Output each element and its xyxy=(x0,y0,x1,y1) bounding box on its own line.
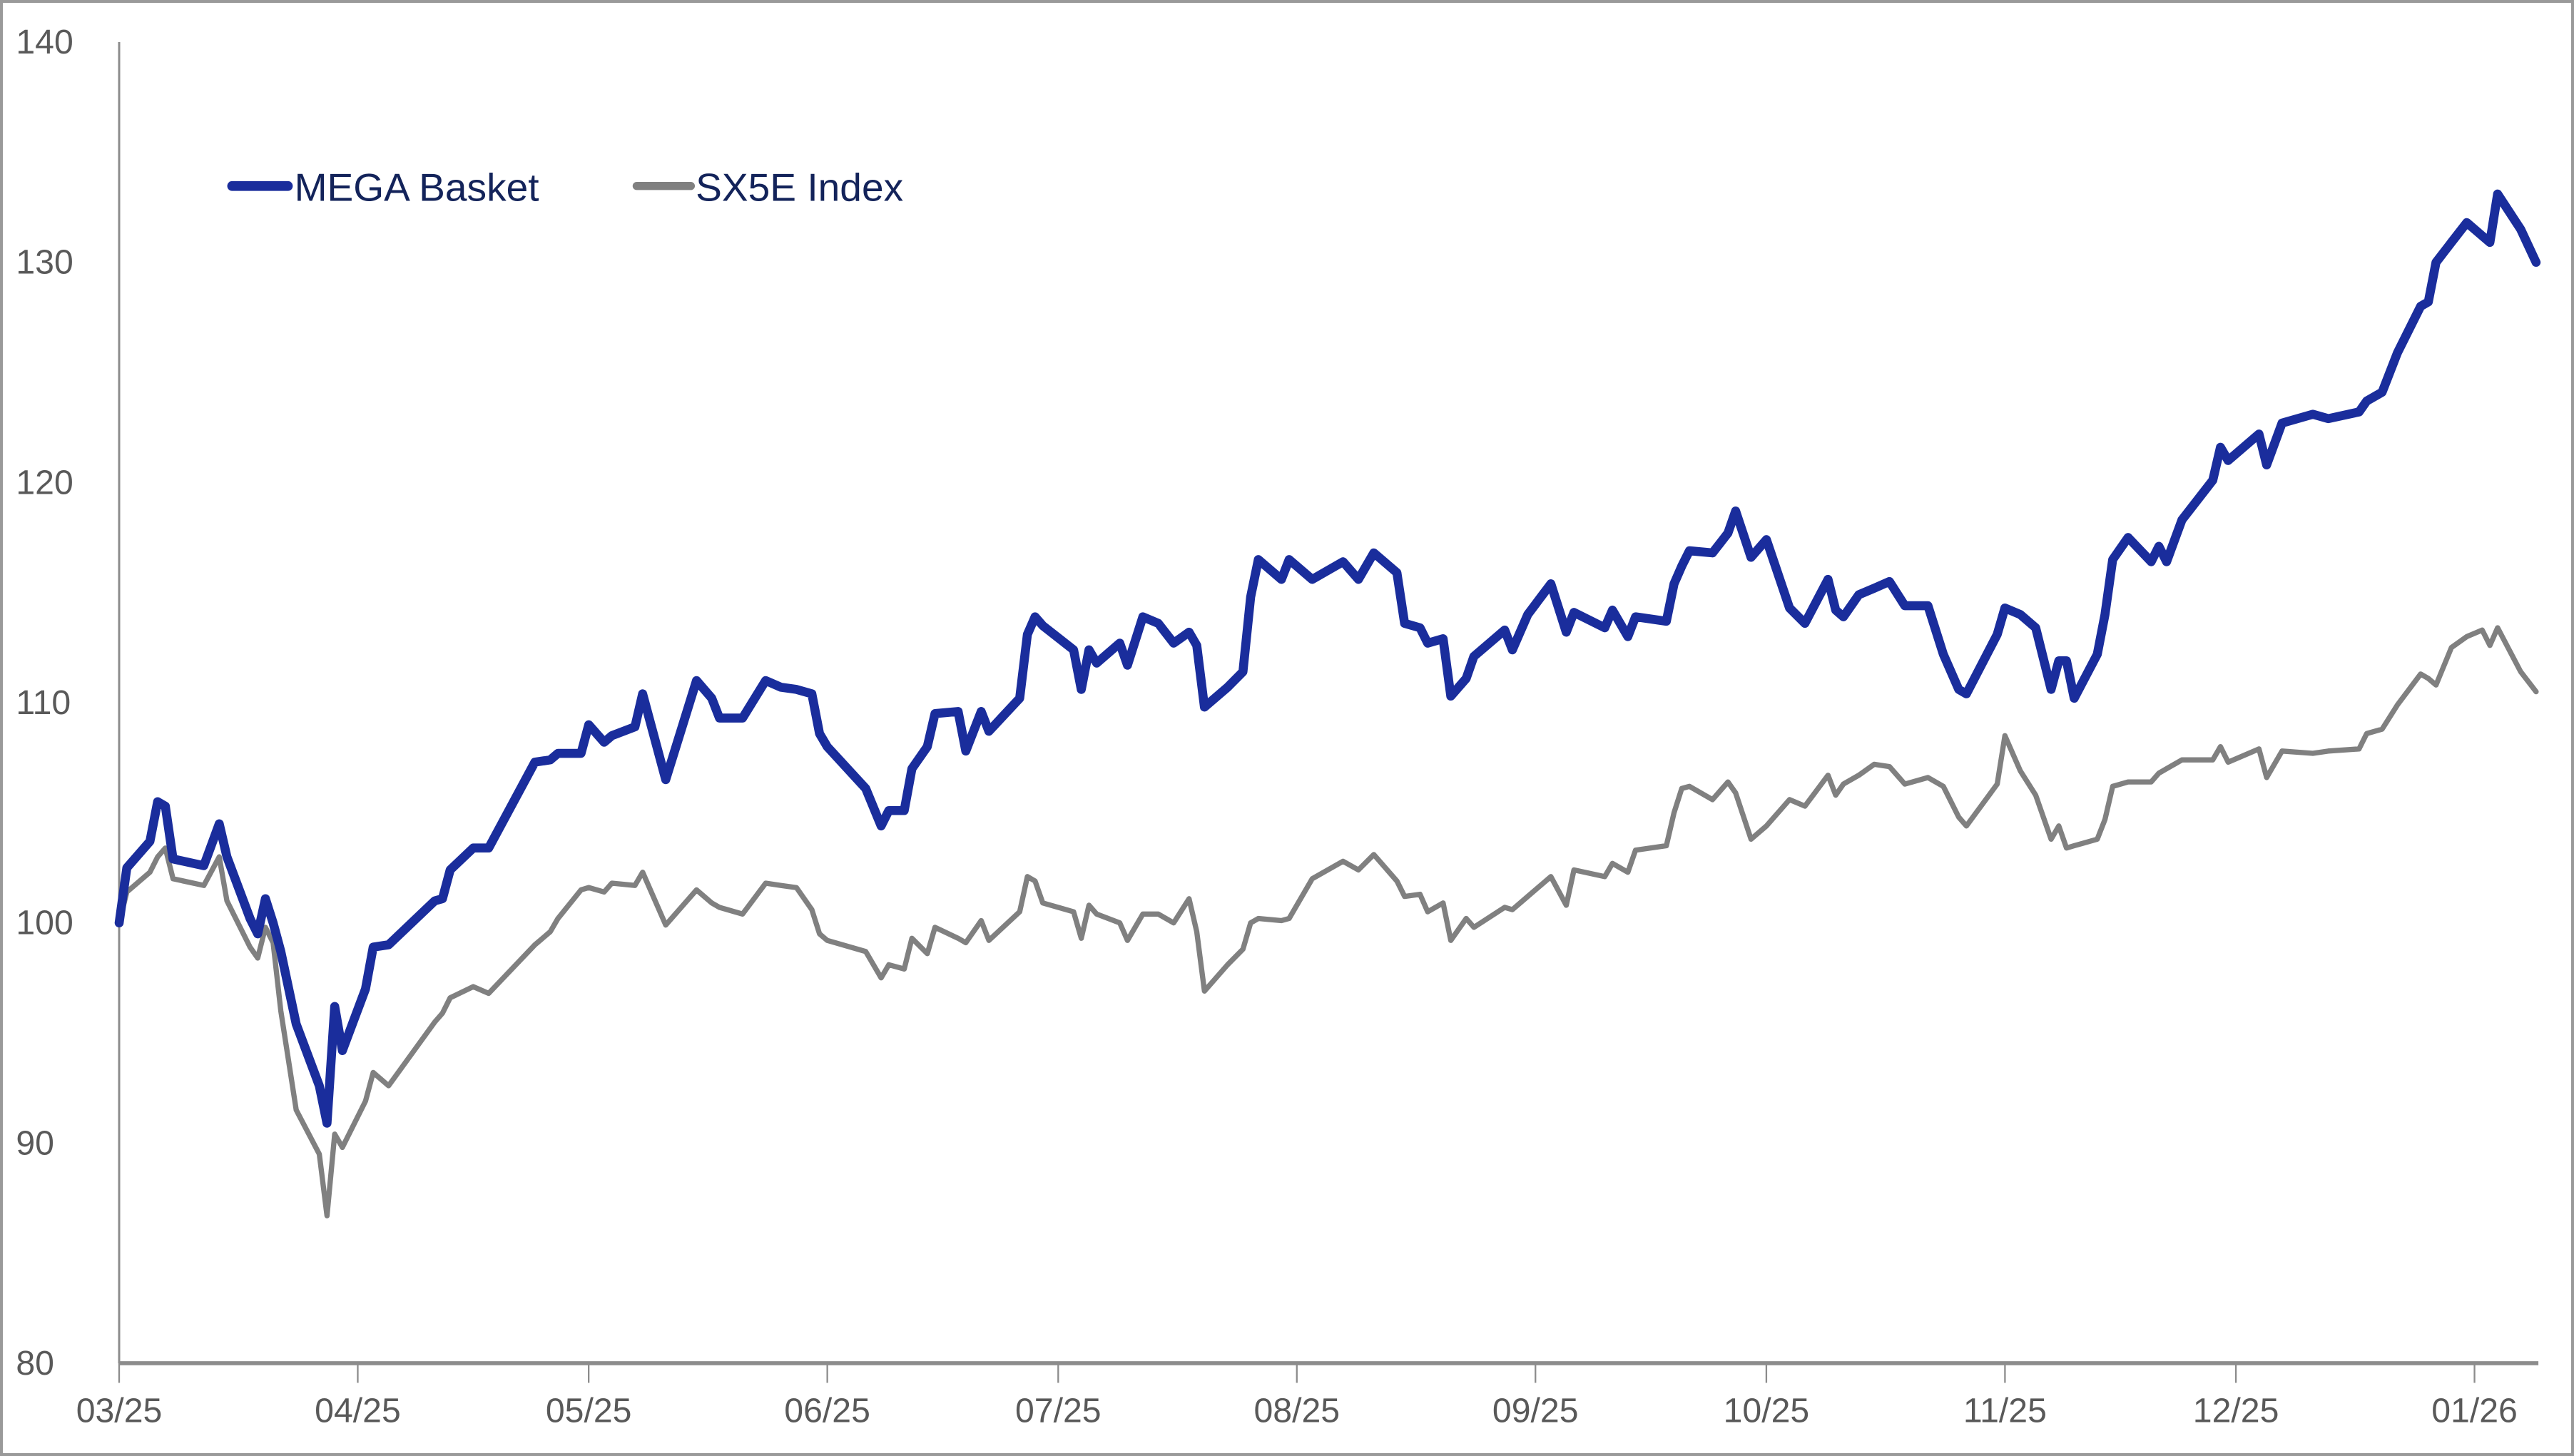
y-tick-label: 90 xyxy=(16,1124,54,1162)
x-tick-label: 09/25 xyxy=(1492,1391,1579,1430)
legend: MEGA Basket SX5E Index xyxy=(227,165,903,209)
x-tick-label: 03/25 xyxy=(76,1391,163,1430)
series-sx5e-index xyxy=(116,625,2539,1218)
y-tick-label: 100 xyxy=(16,904,73,942)
legend-item-sx5e-index: SX5E Index xyxy=(632,165,903,209)
x-tick-label: 10/25 xyxy=(1724,1391,1810,1430)
x-tick-label: 08/25 xyxy=(1253,1391,1340,1430)
series-layer xyxy=(114,189,2541,1218)
y-tick-label: 140 xyxy=(16,23,73,61)
y-tick-label: 130 xyxy=(16,243,73,282)
y-tick-label: 80 xyxy=(16,1344,54,1383)
x-tick-label: 07/25 xyxy=(1015,1391,1102,1430)
legend-label-mega-basket: MEGA Basket xyxy=(295,165,539,209)
x-tick-label: 06/25 xyxy=(784,1391,870,1430)
y-tick-label: 110 xyxy=(16,683,71,722)
x-tick-label: 11/25 xyxy=(1963,1391,2047,1430)
x-tick-label: 01/26 xyxy=(2431,1391,2518,1430)
series-line-mega-basket xyxy=(114,189,2541,1128)
legend-item-mega-basket: MEGA Basket xyxy=(227,165,539,209)
y-axis: 80 90 100 110 120 130 140 xyxy=(16,23,121,1383)
legend-label-sx5e-index: SX5E Index xyxy=(696,165,903,209)
x-tick-label: 05/25 xyxy=(546,1391,632,1430)
y-tick-label: 120 xyxy=(16,463,73,502)
x-axis: 03/25 04/25 05/25 06/25 07/25 08/25 09/25 10/25… xyxy=(76,1361,2539,1430)
x-tick-label: 04/25 xyxy=(315,1391,401,1430)
x-tick-label: 12/25 xyxy=(2193,1391,2279,1430)
series-mega-basket xyxy=(114,189,2541,1128)
series-line-sx5e-index xyxy=(116,625,2539,1218)
